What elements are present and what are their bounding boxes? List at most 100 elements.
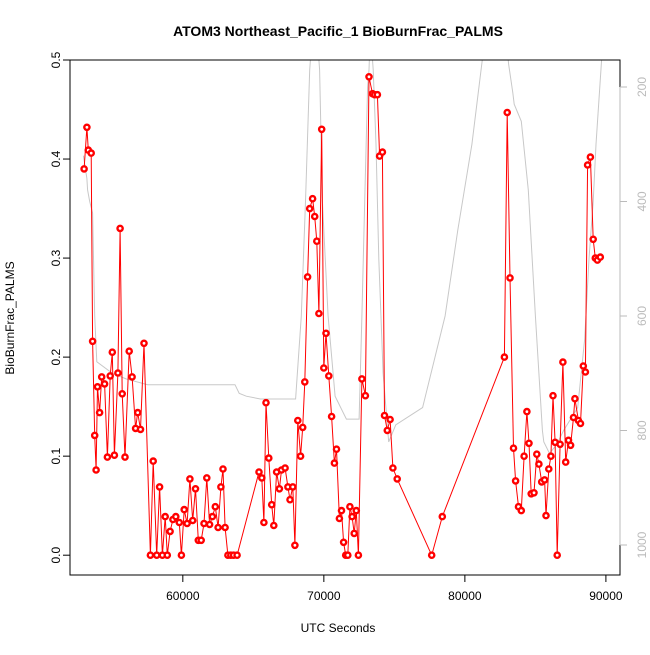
data-point: [269, 521, 278, 530]
data-point: [125, 347, 133, 356]
data-point: [542, 511, 550, 520]
data-point: [80, 165, 88, 173]
data-point: [354, 551, 363, 560]
data-point: [152, 551, 161, 560]
data-point: [221, 523, 229, 532]
data-point: [177, 551, 186, 560]
data-point: [103, 453, 112, 461]
data-point: [149, 457, 157, 465]
data-point: [383, 426, 392, 435]
data-point: [136, 425, 145, 434]
data-point: [327, 412, 336, 421]
data-point: [547, 452, 555, 461]
data-point: [214, 523, 222, 532]
data-point: [346, 502, 354, 511]
data-point: [171, 512, 180, 521]
data-point: [140, 339, 148, 348]
data-point: [322, 329, 330, 338]
data-point: [95, 408, 104, 417]
y-tick-label: 0.5: [49, 51, 63, 68]
data-point: [106, 372, 114, 380]
data-point: [202, 474, 211, 482]
data-point: [200, 519, 208, 528]
data-point: [525, 439, 533, 448]
data-point: [553, 551, 562, 560]
data-point: [121, 453, 129, 461]
data-point: [343, 551, 352, 560]
data-point: [93, 382, 102, 391]
x-axis: 60000 70000 80000 90000: [166, 574, 623, 603]
data-point: [296, 452, 305, 461]
data-point: [566, 441, 575, 450]
data-point: [118, 389, 126, 398]
data-point: [358, 375, 366, 383]
x-tick-label: 70000: [307, 589, 341, 603]
y-axis: 0.0 0.1 0.2 0.3 0.4 0.5: [49, 51, 71, 564]
y-tick-label: 0.2: [49, 348, 63, 365]
data-point: [324, 372, 333, 380]
data-point: [83, 123, 91, 132]
data-point: [589, 235, 598, 244]
data-point: [146, 551, 155, 560]
data-point: [337, 506, 346, 515]
data-point: [335, 514, 344, 523]
data-point: [520, 452, 528, 461]
data-point: [219, 465, 227, 473]
x-tick-label: 90000: [589, 589, 623, 603]
data-point: [217, 483, 225, 491]
data-point: [393, 475, 402, 483]
data-point: [559, 358, 567, 366]
data-point: [257, 474, 266, 482]
data-point: [361, 391, 370, 400]
right-axis: 200 400 600 800 1000: [619, 77, 649, 558]
y-tick-label: 0.3: [49, 249, 63, 266]
data-point: [506, 274, 514, 282]
data-point: [110, 451, 119, 460]
data-point: [317, 125, 326, 134]
data-point: [583, 161, 592, 169]
data-point: [288, 483, 297, 491]
y-tick-label: 0.1: [49, 447, 63, 464]
y-axis-label: BioBurnFrac_PALMS: [3, 261, 17, 374]
data-point: [155, 483, 164, 491]
data-point: [339, 538, 348, 547]
data-point: [373, 90, 382, 99]
data-point: [545, 465, 553, 473]
data-point: [533, 450, 541, 459]
data-point: [579, 362, 588, 370]
x-tick-label: 80000: [448, 589, 482, 603]
data-point: [180, 505, 188, 514]
data-point: [87, 149, 95, 157]
data-point: [523, 407, 531, 416]
data-point: [275, 484, 284, 493]
data-point: [427, 551, 436, 560]
data-point: [97, 373, 106, 381]
data-point: [549, 391, 557, 400]
data-point: [166, 527, 174, 536]
y-tick-label: 0.0: [49, 547, 63, 564]
data-point: [133, 408, 142, 417]
data-point: [378, 148, 387, 156]
data-point: [530, 488, 538, 497]
data-point: [191, 484, 200, 493]
data-point: [511, 477, 520, 485]
data-point: [286, 495, 294, 504]
series-line: [83, 76, 601, 557]
data-point: [586, 153, 595, 161]
secondary-series-group: [82, 60, 603, 455]
data-point: [298, 423, 307, 432]
primary-series-group: [80, 73, 605, 560]
data-point: [561, 458, 570, 466]
data-point: [264, 454, 273, 462]
data-point: [386, 415, 394, 424]
data-point: [233, 551, 241, 560]
data-point: [92, 466, 100, 474]
data-point: [438, 512, 447, 521]
x-tick-label: 60000: [166, 589, 200, 603]
data-point: [262, 398, 270, 407]
data-point: [503, 108, 512, 117]
data-point: [108, 348, 117, 357]
data-point: [310, 212, 319, 221]
